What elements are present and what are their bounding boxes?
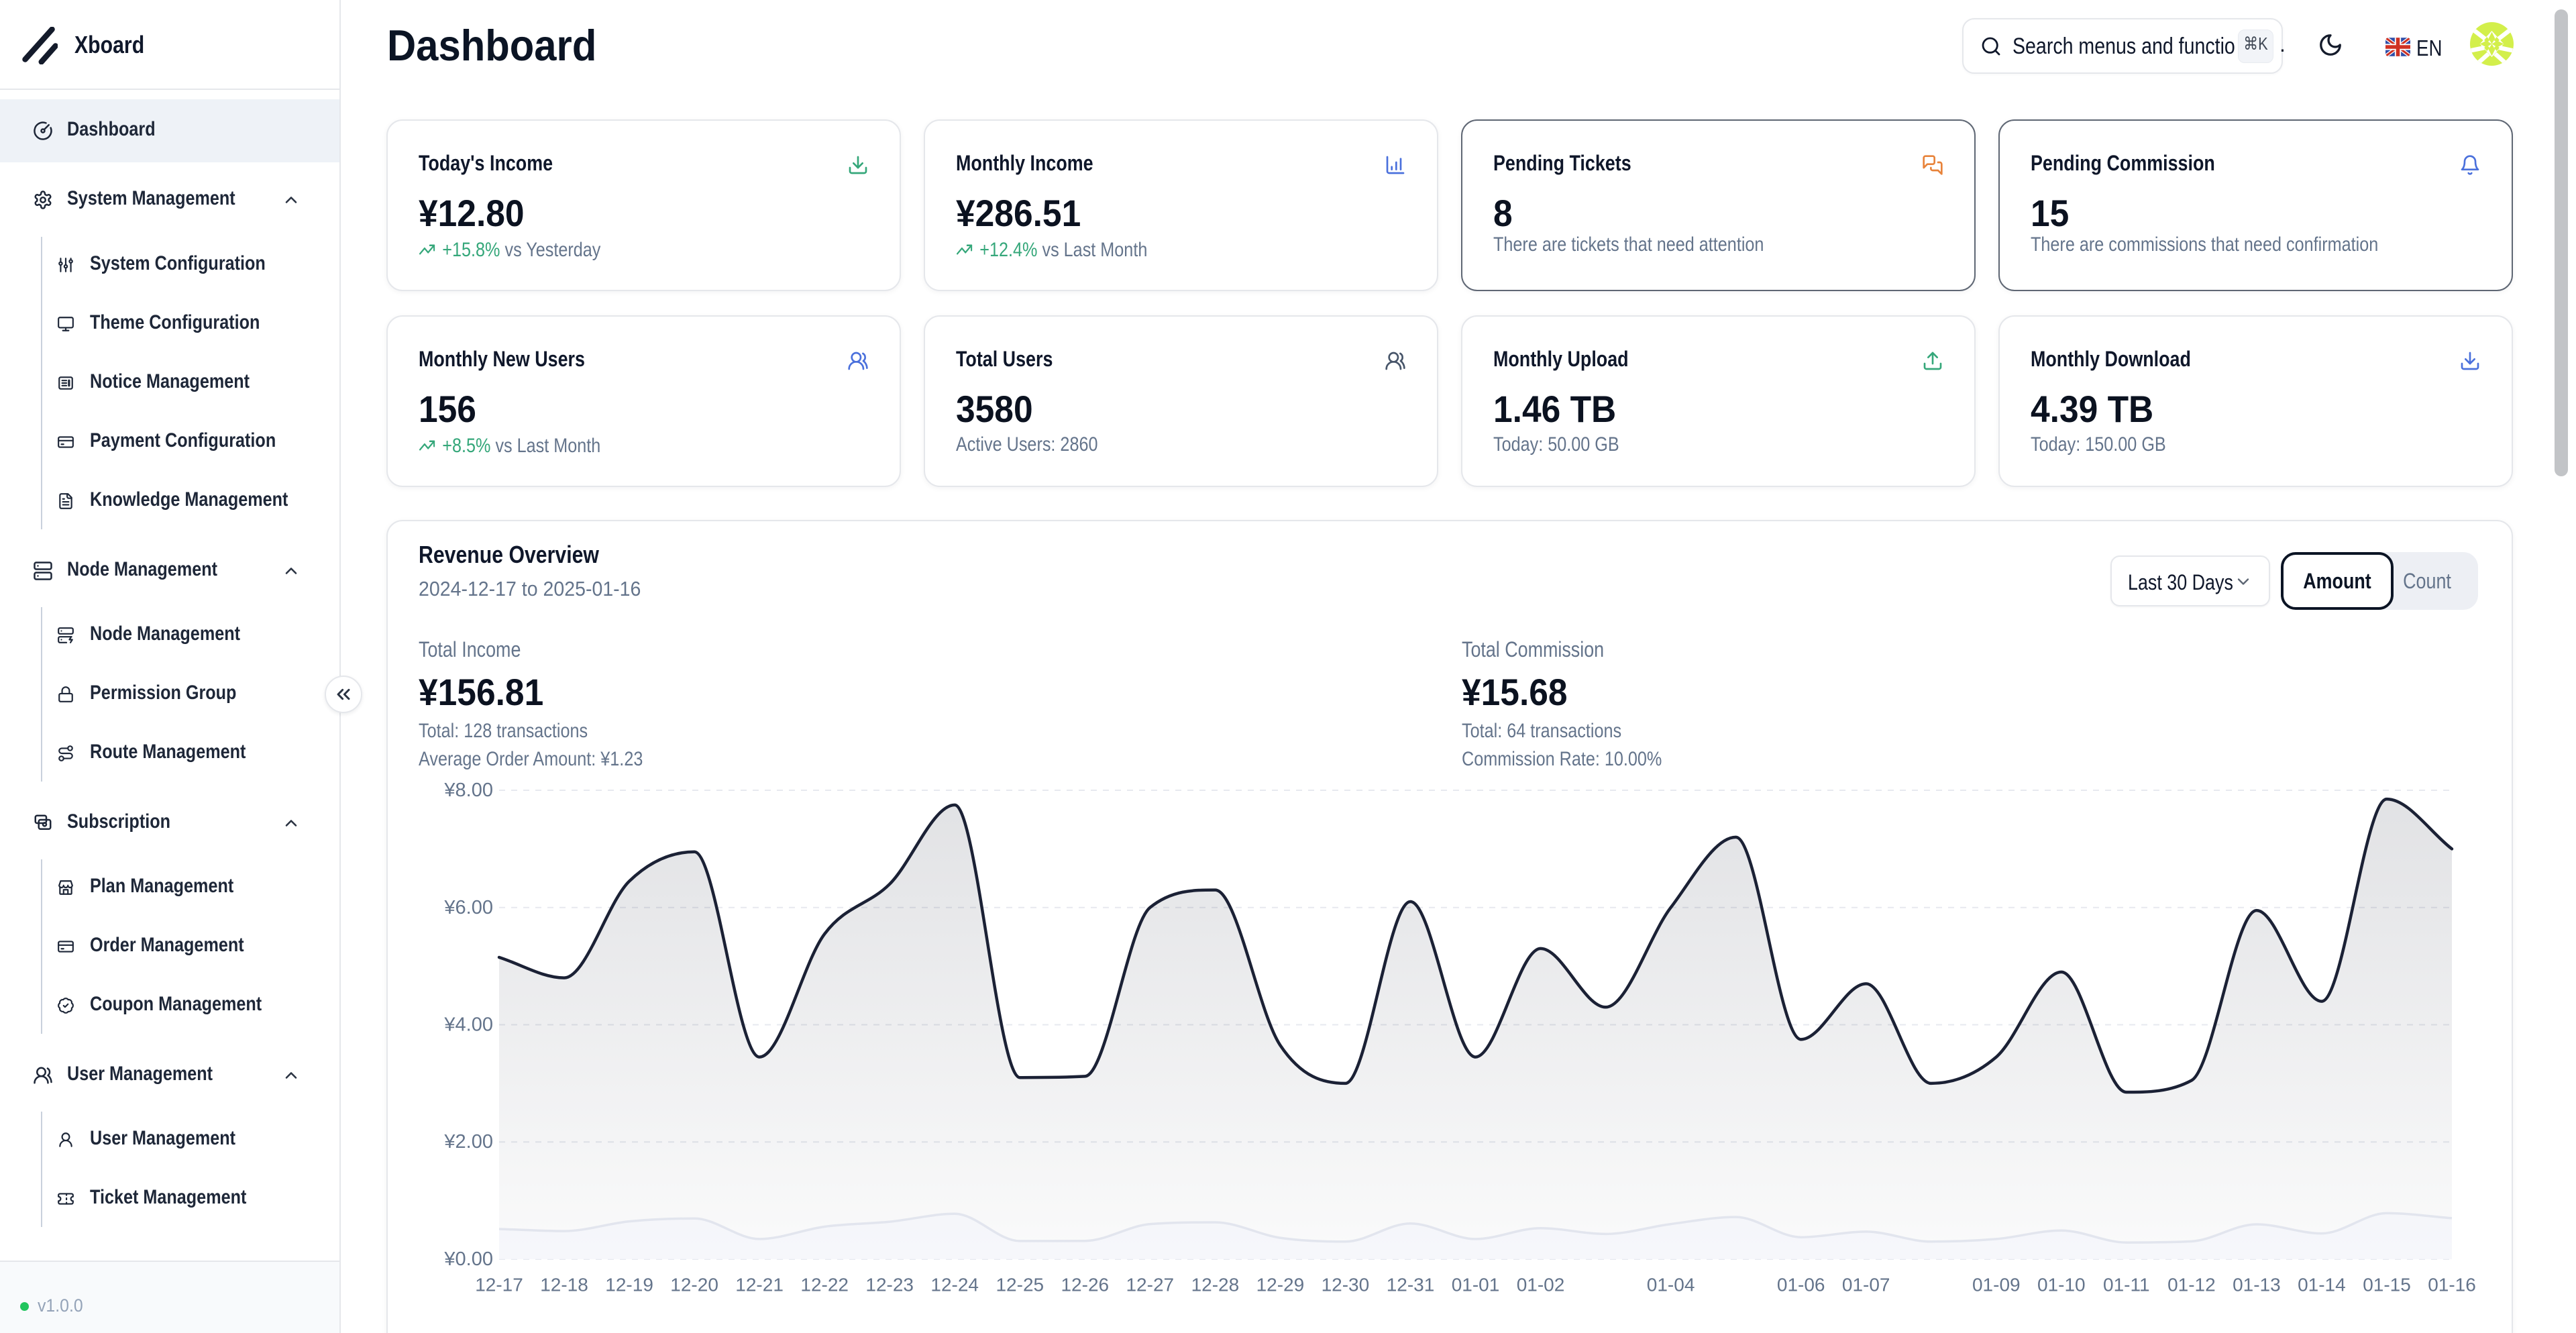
svg-text:01-07: 01-07 [1842, 1275, 1890, 1295]
svg-text:12-17: 12-17 [475, 1275, 523, 1295]
svg-text:12-25: 12-25 [996, 1275, 1044, 1295]
svg-text:12-19: 12-19 [605, 1275, 653, 1295]
svg-text:12-26: 12-26 [1061, 1275, 1109, 1295]
svg-text:01-10: 01-10 [2037, 1275, 2086, 1295]
svg-text:01-11: 01-11 [2103, 1275, 2150, 1295]
svg-text:12-23: 12-23 [865, 1275, 914, 1295]
svg-text:¥2.00: ¥2.00 [443, 1131, 493, 1153]
svg-text:01-06: 01-06 [1777, 1275, 1825, 1295]
svg-text:01-16: 01-16 [2428, 1275, 2476, 1295]
svg-text:12-21: 12-21 [735, 1275, 784, 1295]
svg-text:12-22: 12-22 [800, 1275, 849, 1295]
svg-text:01-01: 01-01 [1452, 1275, 1500, 1295]
svg-text:12-30: 12-30 [1322, 1275, 1370, 1295]
svg-text:12-29: 12-29 [1256, 1275, 1305, 1295]
svg-text:01-14: 01-14 [2298, 1275, 2346, 1295]
svg-text:01-04: 01-04 [1647, 1275, 1695, 1295]
svg-text:01-13: 01-13 [2233, 1275, 2281, 1295]
svg-text:12-28: 12-28 [1191, 1275, 1240, 1295]
svg-text:¥4.00: ¥4.00 [443, 1014, 493, 1036]
svg-text:¥8.00: ¥8.00 [443, 780, 493, 801]
svg-text:01-15: 01-15 [2363, 1275, 2411, 1295]
svg-text:01-12: 01-12 [2167, 1275, 2216, 1295]
svg-text:01-02: 01-02 [1517, 1275, 1565, 1295]
svg-text:12-24: 12-24 [930, 1275, 979, 1295]
svg-text:12-18: 12-18 [540, 1275, 588, 1295]
svg-text:¥0.00: ¥0.00 [443, 1248, 493, 1270]
svg-text:01-09: 01-09 [1972, 1275, 2021, 1295]
svg-text:¥6.00: ¥6.00 [443, 897, 493, 918]
svg-text:12-20: 12-20 [670, 1275, 718, 1295]
svg-text:12-27: 12-27 [1126, 1275, 1174, 1295]
svg-text:12-31: 12-31 [1387, 1275, 1435, 1295]
